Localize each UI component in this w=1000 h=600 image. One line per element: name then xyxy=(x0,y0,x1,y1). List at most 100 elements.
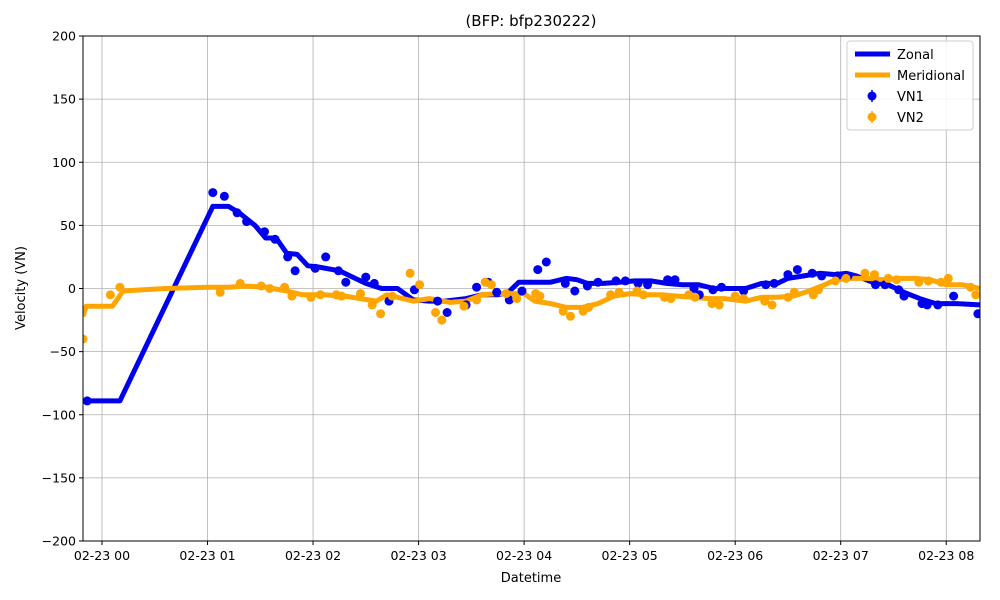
data-point-vn2 xyxy=(265,284,275,293)
data-point-vn2 xyxy=(115,282,125,292)
data-point-vn1 xyxy=(717,282,726,292)
x-tick-label: 02-23 08 xyxy=(918,548,974,563)
data-point-vn2 xyxy=(315,290,325,300)
data-point-vn1 xyxy=(219,191,229,201)
data-point-vn1 xyxy=(949,291,959,301)
data-point-vn2 xyxy=(841,273,851,283)
data-point-vn2 xyxy=(767,300,777,310)
data-point-vn2 xyxy=(535,291,545,301)
data-point-vn2 xyxy=(256,281,266,291)
data-point-vn1 xyxy=(769,278,779,288)
data-point-vn2 xyxy=(870,270,879,280)
axis-ticks: 02-23 00 02-23 01 02-23 02 02-23 03 02-23 04… xyxy=(42,29,975,564)
data-point-vn2 xyxy=(387,291,397,301)
x-tick-label: 02-23 05 xyxy=(602,548,658,563)
data-point-vn1 xyxy=(433,296,443,306)
data-point-vn1 xyxy=(582,281,592,291)
data-point-vn2 xyxy=(83,334,88,344)
x-tick-label: 02-23 06 xyxy=(707,548,763,563)
data-point-vn2 xyxy=(566,311,575,321)
x-axis-label: Datetime xyxy=(501,571,561,586)
chart-title: (BFP: bfp230222) xyxy=(465,12,596,30)
data-point-vn1 xyxy=(232,208,242,218)
data-point-vn2 xyxy=(472,295,482,305)
data-point-vn2 xyxy=(814,285,823,295)
data-point-vn2 xyxy=(966,282,975,292)
data-point-vn1 xyxy=(472,282,482,292)
series-line-zonal xyxy=(85,203,980,404)
data-point-vn2 xyxy=(936,277,946,287)
data-point-vn1 xyxy=(242,217,252,227)
data-point-vn2 xyxy=(405,268,415,278)
data-point-vn1 xyxy=(341,277,351,287)
data-point-vn2 xyxy=(707,299,717,309)
data-point-vn1 xyxy=(517,286,527,296)
legend-label-zonal: Zonal xyxy=(897,48,934,63)
data-point-vn1 xyxy=(541,257,551,267)
data-point-vn1 xyxy=(807,268,817,278)
data-point-vn1 xyxy=(83,396,92,406)
data-point-vn2 xyxy=(280,282,290,292)
data-point-vn1 xyxy=(670,275,680,285)
data-point-vn2 xyxy=(666,294,676,304)
data-point-vn2 xyxy=(739,294,749,304)
data-point-vn1 xyxy=(533,265,543,275)
data-point-vn2 xyxy=(415,280,425,290)
data-point-vn2 xyxy=(690,292,700,302)
data-point-vn2 xyxy=(914,277,924,287)
data-point-vn1 xyxy=(708,285,718,295)
data-point-vn2 xyxy=(883,273,893,283)
data-point-vn2 xyxy=(235,278,245,288)
x-tick-label: 02-23 03 xyxy=(390,548,446,563)
legend-label-meridional: Meridional xyxy=(897,69,965,84)
data-point-vn2 xyxy=(971,290,980,300)
y-tick-label: 200 xyxy=(52,29,76,44)
data-point-vn1 xyxy=(560,278,570,288)
data-point-vn2 xyxy=(215,287,225,297)
data-point-vn2 xyxy=(614,287,624,297)
data-point-vn1 xyxy=(593,277,603,287)
data-point-vn2 xyxy=(892,275,902,285)
data-point-vn1 xyxy=(290,266,300,276)
data-point-vn1 xyxy=(817,271,827,281)
y-tick-label: 100 xyxy=(52,155,76,170)
data-point-vn2 xyxy=(459,301,469,311)
data-point-vn1 xyxy=(369,278,379,288)
data-point-vn2 xyxy=(501,289,511,299)
x-tick-label: 02-23 00 xyxy=(74,548,130,563)
data-point-vn2 xyxy=(431,308,440,317)
data-point-vn1 xyxy=(361,272,371,282)
x-tick-label: 02-23 04 xyxy=(496,548,552,563)
legend-swatch-vn2 xyxy=(867,111,877,123)
data-point-vn1 xyxy=(922,300,932,310)
data-point-vn1 xyxy=(643,280,653,290)
data-point-vn1 xyxy=(761,280,771,290)
legend-label-vn1: VN1 xyxy=(897,90,924,105)
data-point-vn2 xyxy=(923,276,933,286)
data-point-vn1 xyxy=(492,287,502,297)
y-tick-label: −50 xyxy=(50,344,76,359)
data-point-vn1 xyxy=(283,252,293,262)
data-point-vn2 xyxy=(789,287,799,297)
data-point-vn1 xyxy=(333,266,343,276)
data-point-vn2 xyxy=(367,300,377,310)
data-point-vn2 xyxy=(606,290,616,300)
y-tick-label: 150 xyxy=(52,92,76,107)
data-point-vn2 xyxy=(638,290,648,300)
data-point-vn1 xyxy=(871,280,880,290)
data-point-vn1 xyxy=(442,308,452,317)
y-axis-label: Velocity (VN) xyxy=(14,246,29,330)
data-point-vn2 xyxy=(437,315,447,325)
data-point-vn2 xyxy=(943,273,953,283)
data-point-vn1 xyxy=(260,227,269,237)
data-point-vn1 xyxy=(899,291,909,301)
data-point-vn2 xyxy=(558,306,568,316)
x-tick-label: 02-23 07 xyxy=(813,548,869,563)
y-tick-label: 50 xyxy=(60,218,76,233)
data-point-vn1 xyxy=(310,263,320,273)
data-point-vn1 xyxy=(611,276,621,286)
data-point-vn2 xyxy=(584,302,593,312)
data-point-vn1 xyxy=(973,309,980,319)
data-point-vn2 xyxy=(783,292,793,302)
